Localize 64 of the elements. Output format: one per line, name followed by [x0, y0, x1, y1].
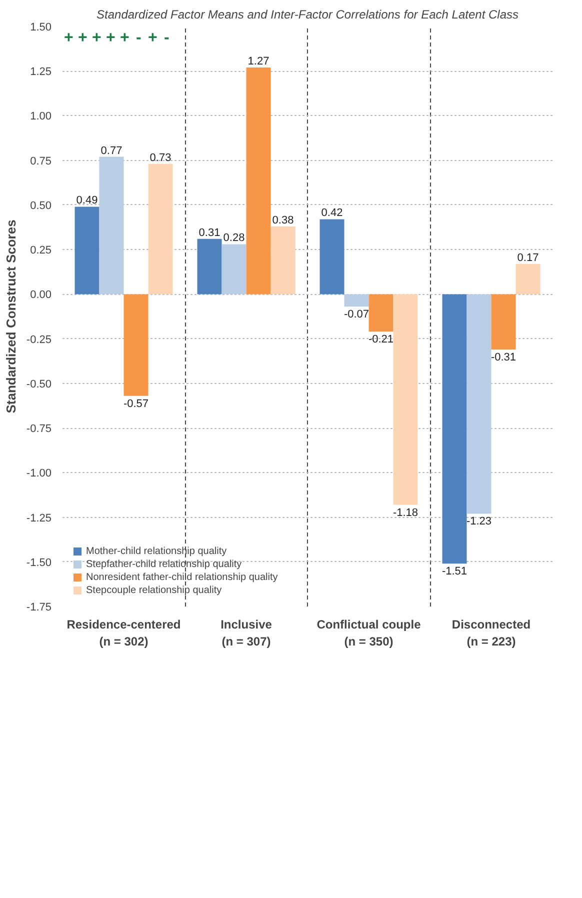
bar [246, 68, 271, 294]
bar [99, 156, 124, 294]
data-label: -0.31 [490, 352, 516, 364]
y-tick-label: 1.25 [30, 66, 52, 78]
y-tick-label: -1.50 [26, 556, 52, 569]
bar [320, 219, 344, 294]
data-label: 0.42 [321, 207, 343, 220]
bar [344, 294, 369, 307]
bar [270, 226, 296, 294]
y-axis-title: Standardized Construct Scores [3, 220, 18, 414]
y-tick-label: -0.75 [26, 423, 52, 436]
annotation: + [148, 30, 158, 46]
legend-label: Mother-child relationship quality [86, 545, 227, 557]
data-label: -1.23 [466, 516, 492, 528]
data-label: 0.17 [517, 252, 539, 264]
bar [491, 294, 516, 350]
y-tick-label: 1.50 [30, 22, 52, 34]
y-tick-label: 0.25 [30, 244, 52, 257]
annotation: + [64, 30, 74, 46]
y-tick-label: -1.00 [26, 468, 52, 480]
annotation: + [92, 30, 102, 46]
legend-label: Stepfather-child relationship quality [86, 558, 242, 570]
bar [124, 294, 148, 396]
data-label: -0.21 [368, 334, 394, 346]
data-label: 0.73 [150, 152, 172, 164]
x-tick-label: Inclusive (n = 307) [220, 618, 272, 648]
y-tick-label: 1.00 [30, 110, 52, 123]
x-tick-label: Conflictual couple (n = 350) [316, 618, 422, 648]
legend-label: Stepcouple relationship quality [86, 584, 222, 596]
bar [466, 294, 492, 514]
annotation: + [120, 30, 130, 46]
bar [393, 294, 418, 505]
annotation: + [106, 30, 116, 46]
legend-label: Nonresident father-child relationship quality [86, 571, 278, 583]
data-label: -0.57 [123, 398, 149, 410]
y-tick-label: 0.75 [30, 155, 52, 168]
y-tick-label: -0.25 [26, 334, 52, 346]
x-tick-label: Disconnected (n = 223) [452, 618, 531, 648]
y-tick-label: 0.00 [30, 289, 52, 302]
bar [148, 164, 173, 294]
bar [516, 264, 540, 294]
chart-title: Standardized Factor Means and Inter-Factor Correlations for Each Latent Class [96, 8, 519, 22]
bar [368, 294, 394, 332]
data-label: -1.18 [392, 506, 418, 519]
data-label: 0.49 [76, 194, 98, 207]
annotation: + [78, 30, 88, 46]
data-label: 1.27 [248, 56, 270, 68]
annotation: - [164, 30, 170, 46]
y-tick-label: 0.50 [30, 200, 52, 212]
x-tick-label: Residence-centered (n = 302) [66, 618, 181, 648]
y-tick-label: -1.75 [26, 602, 52, 614]
annotation: - [136, 30, 142, 46]
bar [442, 294, 467, 564]
data-label: 0.38 [272, 214, 294, 226]
data-label: 0.28 [223, 232, 245, 244]
data-label: -1.51 [442, 566, 468, 578]
bar [74, 206, 100, 294]
y-tick-label: -0.50 [26, 378, 52, 390]
data-label: -0.07 [344, 308, 370, 321]
bar [222, 244, 246, 294]
data-label: 0.31 [198, 226, 220, 239]
data-label: 0.77 [100, 144, 122, 157]
bar [197, 238, 222, 294]
y-tick-label: -1.25 [26, 512, 52, 524]
